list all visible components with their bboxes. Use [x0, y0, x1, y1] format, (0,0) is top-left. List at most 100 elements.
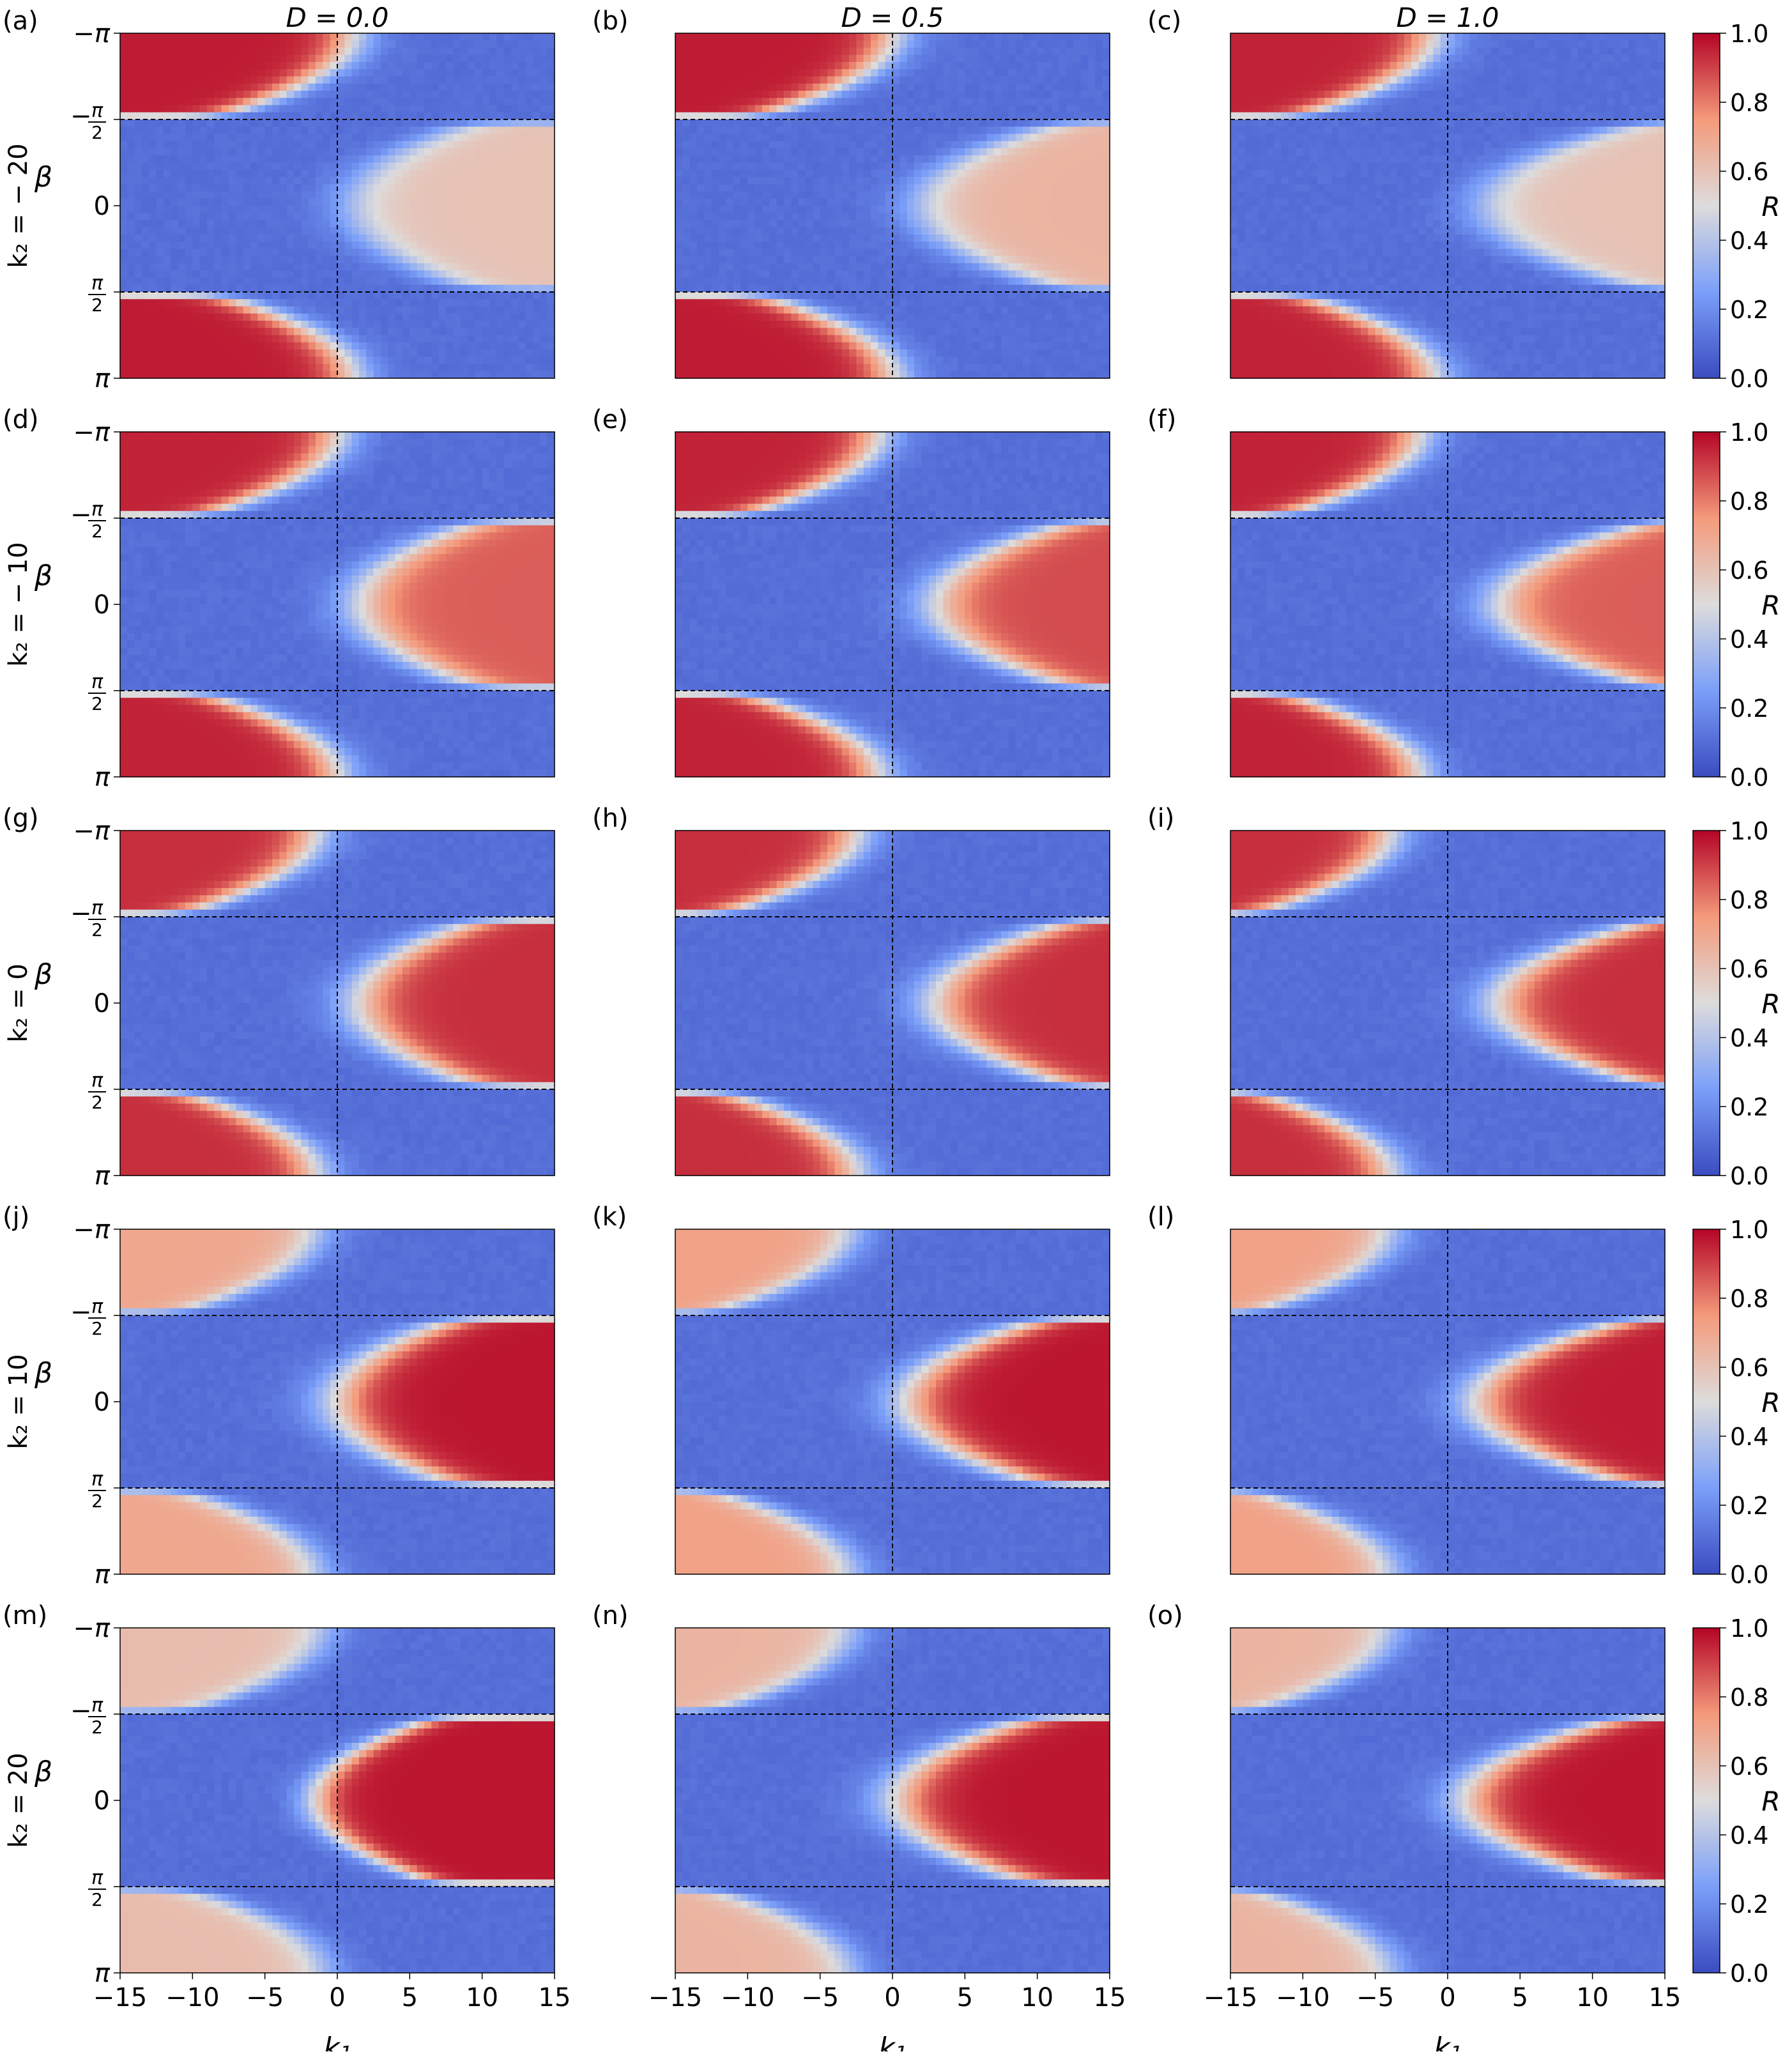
heatmap-cell [323, 62, 330, 70]
heatmap-cell [287, 84, 295, 91]
heatmap-cell [250, 69, 258, 77]
heatmap-cell [475, 91, 482, 98]
heatmap-cell [192, 33, 200, 41]
heatmap-cell [178, 69, 186, 77]
heatmap-cell [164, 48, 171, 56]
heatmap-cell [250, 48, 258, 56]
heatmap-cell [243, 69, 251, 77]
heatmap-cell [120, 84, 128, 91]
heatmap-cell [337, 84, 345, 91]
heatmap-cell [395, 48, 403, 56]
heatmap-cell [388, 69, 395, 77]
heatmap-cell [149, 69, 157, 77]
heatmap-cell [214, 126, 222, 134]
heatmap-cell [337, 98, 345, 105]
heatmap-cell [127, 77, 135, 84]
heatmap-cell [548, 77, 555, 84]
heatmap-cell [533, 91, 540, 98]
heatmap-cell [453, 33, 461, 41]
heatmap-cell [250, 105, 258, 113]
heatmap-cell [381, 119, 388, 127]
heatmap-cell [127, 98, 135, 105]
heatmap-cell [381, 91, 388, 98]
heatmap-cell [157, 55, 164, 63]
heatmap-cell [192, 112, 200, 120]
heatmap-cell [424, 62, 432, 70]
heatmap-cell [344, 48, 352, 56]
heatmap-cell [149, 91, 157, 98]
heatmap-cell [127, 84, 135, 91]
heatmap-cell [533, 98, 540, 105]
heatmap-cell [316, 91, 323, 98]
heatmap-cell [489, 69, 497, 77]
heatmap-cell [257, 48, 265, 56]
heatmap-cell [294, 62, 302, 70]
heatmap-cell [149, 126, 157, 134]
heatmap-cell [287, 62, 295, 70]
heatmap-cell [207, 105, 215, 113]
heatmap-cell [309, 105, 316, 113]
heatmap-cell [265, 69, 273, 77]
heatmap-cell [330, 105, 338, 113]
heatmap-cell [157, 91, 164, 98]
heatmap-cell [461, 119, 468, 127]
heatmap-cell [257, 33, 265, 41]
heatmap-cell [178, 48, 186, 56]
heatmap-cell [548, 112, 555, 120]
heatmap-cell [127, 69, 135, 77]
heatmap-cell [453, 77, 461, 84]
heatmap-cell [489, 91, 497, 98]
heatmap-cell [171, 126, 178, 134]
heatmap-cell [185, 119, 193, 127]
heatmap-cell [461, 98, 468, 105]
heatmap-cell [279, 126, 287, 134]
heatmap-cell [120, 69, 128, 77]
heatmap-cell [482, 119, 490, 127]
heatmap-cell [337, 48, 345, 56]
heatmap-cell [222, 105, 229, 113]
heatmap-cell [526, 119, 533, 127]
heatmap-cell [164, 112, 171, 120]
heatmap-cell [243, 84, 251, 91]
heatmap-cell [518, 119, 526, 127]
heatmap-cell [207, 112, 215, 120]
heatmap-cell [229, 119, 236, 127]
heatmap-cell [287, 33, 295, 41]
heatmap-cell [192, 98, 200, 105]
heatmap-cell [207, 84, 215, 91]
heatmap-cell [540, 77, 548, 84]
heatmap-cell [257, 119, 265, 127]
heatmap-cell [279, 105, 287, 113]
heatmap-cell [279, 112, 287, 120]
heatmap-cell [222, 40, 229, 48]
heatmap-cell [171, 91, 178, 98]
heatmap-cell [192, 48, 200, 56]
heatmap-cell [366, 55, 374, 63]
heatmap-cell [316, 112, 323, 120]
heatmap-cell [526, 48, 533, 56]
heatmap-cell [207, 119, 215, 127]
heatmap-cell [439, 112, 447, 120]
heatmap-cell [526, 105, 533, 113]
heatmap-cell [504, 77, 512, 84]
heatmap-cell [366, 40, 374, 48]
heatmap-cell [388, 40, 395, 48]
heatmap-cell [330, 33, 338, 41]
heatmap-cell [222, 55, 229, 63]
heatmap-cell [164, 126, 171, 134]
heatmap-cell [164, 55, 171, 63]
heatmap-cell [366, 112, 374, 120]
heatmap-cell [468, 33, 475, 41]
heatmap-cell [157, 84, 164, 91]
heatmap-cell [330, 40, 338, 48]
heatmap-cell [279, 33, 287, 41]
heatmap-cell [482, 77, 490, 84]
heatmap-cell [526, 62, 533, 70]
heatmap-cell [504, 69, 512, 77]
heatmap-cell [417, 55, 425, 63]
heatmap-cell [149, 40, 157, 48]
heatmap-cell [475, 77, 482, 84]
heatmap-cell [316, 98, 323, 105]
heatmap-cell [468, 98, 475, 105]
heatmap-cell [424, 119, 432, 127]
